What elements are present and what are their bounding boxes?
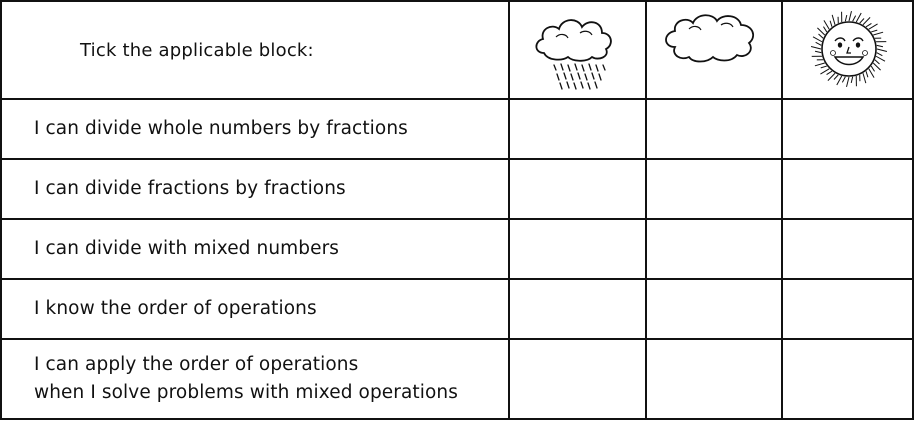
sun-ray xyxy=(810,46,822,50)
header-row: Tick the applicable block: xyxy=(0,0,914,100)
sun-ray xyxy=(820,65,827,69)
rain-cloud-icon xyxy=(535,19,612,90)
sun-icon xyxy=(810,10,888,88)
sun-ray xyxy=(876,52,883,57)
tick-box-cloud[interactable] xyxy=(645,218,783,280)
sun-ray xyxy=(865,71,869,78)
sun-ray xyxy=(826,70,833,75)
tick-box-cloud[interactable] xyxy=(645,158,783,220)
statement-line: I know the order of operations xyxy=(34,298,317,319)
tick-box-sun[interactable] xyxy=(781,158,914,220)
sun-ray xyxy=(875,55,886,62)
statement-line: I can apply the order of operations xyxy=(34,354,359,375)
tick-box-sun[interactable] xyxy=(781,218,914,280)
statement-line: I can divide whole numbers by fractions xyxy=(34,118,408,139)
tick-box-cloud[interactable] xyxy=(645,338,783,420)
tick-box-rain[interactable] xyxy=(508,98,647,160)
tick-box-cloud[interactable] xyxy=(645,98,783,160)
sun-ray xyxy=(868,23,878,30)
sun-ray xyxy=(870,65,875,72)
sun-ray xyxy=(876,48,888,52)
sun-ray xyxy=(823,20,830,30)
statement-text: I can divide fractions by fractions xyxy=(2,175,508,203)
statement-line: I can divide fractions by fractions xyxy=(34,178,346,199)
sun-ray xyxy=(836,75,843,86)
cloud-column-header xyxy=(645,0,783,100)
sun-ray xyxy=(829,20,833,27)
sun-ray xyxy=(812,36,823,43)
statement-cell: I can apply the order of operations when… xyxy=(0,338,510,420)
tick-box-sun[interactable] xyxy=(781,338,914,420)
sun-column-header xyxy=(781,0,914,100)
sun-ray xyxy=(876,44,884,48)
sun-ray xyxy=(859,18,865,24)
statement-line: when I solve problems with mixed operati… xyxy=(34,382,458,403)
sun-ray xyxy=(852,15,857,22)
statement-cell: I can divide whole numbers by fractions xyxy=(0,98,510,160)
statement-text: I can divide with mixed numbers xyxy=(2,235,508,263)
statement-row: I can apply the order of operations when… xyxy=(0,338,914,420)
statement-row: I can divide whole numbers by fractions xyxy=(0,98,914,160)
sun-ray xyxy=(827,72,836,81)
sun-ray xyxy=(862,17,871,26)
sun-ray xyxy=(848,10,852,22)
rain-cloud-column-header xyxy=(508,0,647,100)
statement-text: I can divide whole numbers by fractions xyxy=(2,115,508,143)
sun-ray xyxy=(841,76,846,83)
statement-text: I can apply the order of operations when… xyxy=(2,351,508,407)
sun-ray xyxy=(855,12,862,23)
sun-ray xyxy=(862,73,867,84)
sun-ray xyxy=(871,29,878,33)
statement-cell: I know the order of operations xyxy=(0,278,510,340)
sun-ray xyxy=(831,14,836,25)
sun-ray xyxy=(850,76,854,84)
tick-box-rain[interactable] xyxy=(508,218,647,280)
statement-row: I know the order of operations xyxy=(0,278,914,340)
sun-ray xyxy=(844,14,848,22)
sun-ray xyxy=(814,62,825,67)
statement-text: I know the order of operations xyxy=(2,295,508,323)
sun-ray xyxy=(865,23,872,28)
statement-cell: I can divide fractions by fractions xyxy=(0,158,510,220)
sun-ray xyxy=(833,74,839,80)
sun-ray xyxy=(818,33,824,39)
sun-ray xyxy=(815,41,822,46)
statement-line: I can divide with mixed numbers xyxy=(34,238,340,259)
sun-ray xyxy=(820,68,830,75)
statement-row: I can divide with mixed numbers xyxy=(0,218,914,280)
sun-ray xyxy=(814,50,822,54)
sun-ray xyxy=(873,31,884,36)
cloud-icon xyxy=(665,14,755,63)
sun-ray xyxy=(817,27,826,36)
sun-ray xyxy=(874,59,880,65)
tick-box-sun[interactable] xyxy=(781,98,914,160)
tick-box-sun[interactable] xyxy=(781,278,914,340)
instruction-text: Tick the applicable block: xyxy=(80,39,314,61)
sun-ray xyxy=(846,76,850,88)
sun-ray xyxy=(868,68,875,78)
tick-box-rain[interactable] xyxy=(508,158,647,220)
tick-box-rain[interactable] xyxy=(508,338,647,420)
sun-ray xyxy=(872,62,881,71)
statement-row: I can divide fractions by fractions xyxy=(0,158,914,220)
tick-box-cloud[interactable] xyxy=(645,278,783,340)
instruction-cell: Tick the applicable block: xyxy=(0,0,510,100)
statement-cell: I can divide with mixed numbers xyxy=(0,218,510,280)
sun-ray xyxy=(823,26,828,33)
tick-box-rain[interactable] xyxy=(508,278,647,340)
